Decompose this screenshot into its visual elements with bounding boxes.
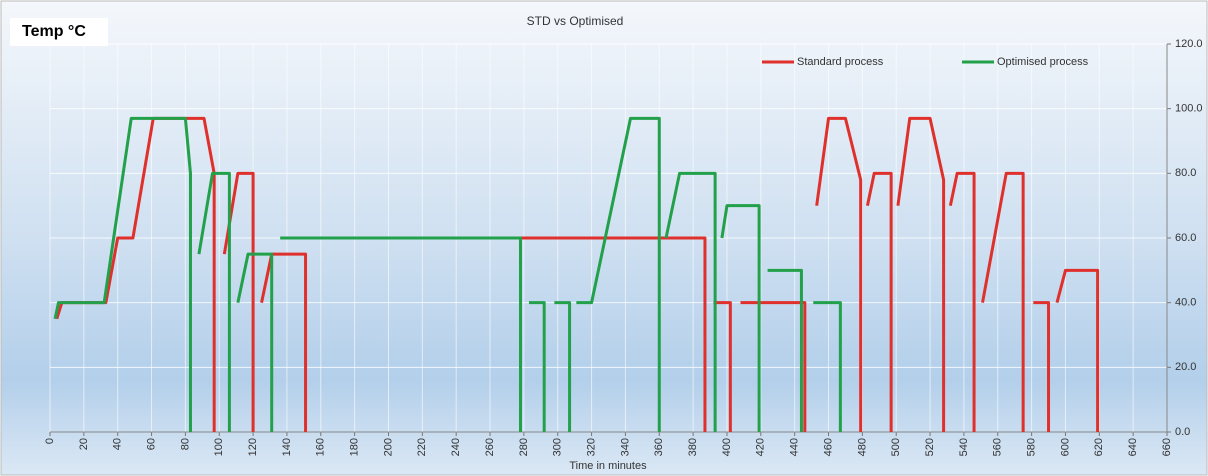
x-tick-label: 400: [721, 438, 733, 456]
x-tick-label: 500: [890, 438, 902, 456]
legend-label: Optimised process: [997, 56, 1089, 68]
x-tick-label: 260: [484, 438, 496, 456]
x-tick-label: 300: [552, 438, 564, 456]
x-tick-label: 620: [1093, 438, 1105, 456]
x-tick-label: 420: [755, 438, 767, 456]
x-tick-label: 280: [518, 438, 530, 456]
x-tick-label: 180: [349, 438, 361, 456]
x-tick-label: 80: [179, 438, 191, 450]
x-tick-label: 640: [1127, 438, 1139, 456]
x-tick-label: 360: [653, 438, 665, 456]
x-tick-label: 240: [450, 438, 462, 456]
x-tick-label: 200: [382, 438, 394, 456]
x-tick-label: 540: [958, 438, 970, 456]
x-tick-label: 560: [992, 438, 1004, 456]
chart-title: STD vs Optimised: [527, 14, 624, 28]
x-tick-label: 600: [1059, 438, 1071, 456]
x-tick-label: 480: [856, 438, 868, 456]
series-line: [55, 116, 1100, 432]
x-tick-label: 160: [315, 438, 327, 456]
x-tick-label: 660: [1161, 438, 1173, 456]
corner-label-box: [10, 18, 108, 46]
x-tick-label: 340: [619, 438, 631, 456]
x-tick-label: 20: [78, 438, 90, 450]
x-tick-label: 220: [416, 438, 428, 456]
x-tick-label: 380: [687, 438, 699, 456]
y-tick-label: 0.0: [1175, 426, 1190, 438]
y-tick-label: 60.0: [1175, 232, 1196, 244]
y-tick-label: 20.0: [1175, 361, 1196, 373]
x-tick-label: 580: [1026, 438, 1038, 456]
y-tick-label: 120.0: [1175, 38, 1203, 50]
x-tick-label: 440: [789, 438, 801, 456]
corner-label: Temp °C: [22, 23, 86, 40]
series-line: [53, 116, 842, 432]
x-tick-label: 140: [281, 438, 293, 456]
x-tick-label: 40: [112, 438, 124, 450]
legend-label: Standard process: [797, 56, 884, 68]
x-tick-label: 520: [924, 438, 936, 456]
x-tick-label: 100: [213, 438, 225, 456]
y-tick-label: 80.0: [1175, 167, 1196, 179]
x-tick-label: 60: [145, 438, 157, 450]
x-tick-label: 0: [44, 438, 56, 444]
x-tick-label: 120: [247, 438, 259, 456]
y-tick-label: 100.0: [1175, 103, 1203, 115]
x-tick-label: 460: [822, 438, 834, 456]
y-tick-label: 40.0: [1175, 297, 1196, 309]
x-axis-label: Time in minutes: [569, 460, 647, 472]
x-tick-label: 320: [585, 438, 597, 456]
